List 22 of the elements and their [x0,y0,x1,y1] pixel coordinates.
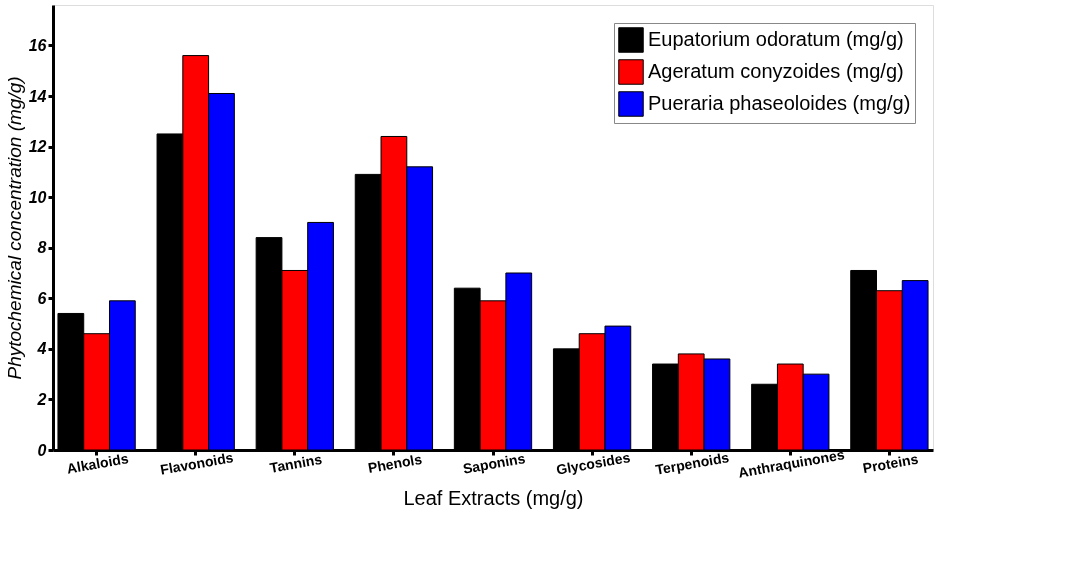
y-tick-label: 8 [37,239,47,257]
x-tick-label: Proteins [861,450,920,477]
legend-label: Eupatorium odoratum (mg/g) [648,28,904,50]
y-tick-label: 10 [28,188,47,206]
x-tick-label: Glycosides [554,449,632,478]
x-tick-label: Saponins [461,450,527,477]
y-tick-label: 16 [28,36,47,54]
y-tick-label: 0 [37,441,47,459]
x-tick-label: Alkaloids [65,450,130,477]
legend-label: Ageratum conyzoides (mg/g) [648,60,904,82]
x-axis-title: Leaf Extracts (mg/g) [403,486,584,509]
x-tick-label: Flavonoids [158,449,235,478]
x-tick-label: Terpenoids [654,449,731,478]
x-tick-label: Phenols [366,450,424,477]
y-tick-label: 4 [36,340,47,358]
x-tick-label: Tannins [268,450,324,476]
y-axis-title: Phytochemical concentration (mg/g) [3,76,25,380]
y-tick-label: 2 [36,390,47,408]
y-tick-label: 6 [37,289,47,307]
legend-label: Pueraria phaseoloides (mg/g) [648,92,911,114]
y-tick-label: 14 [28,87,47,105]
y-tick-label: 12 [28,138,47,156]
